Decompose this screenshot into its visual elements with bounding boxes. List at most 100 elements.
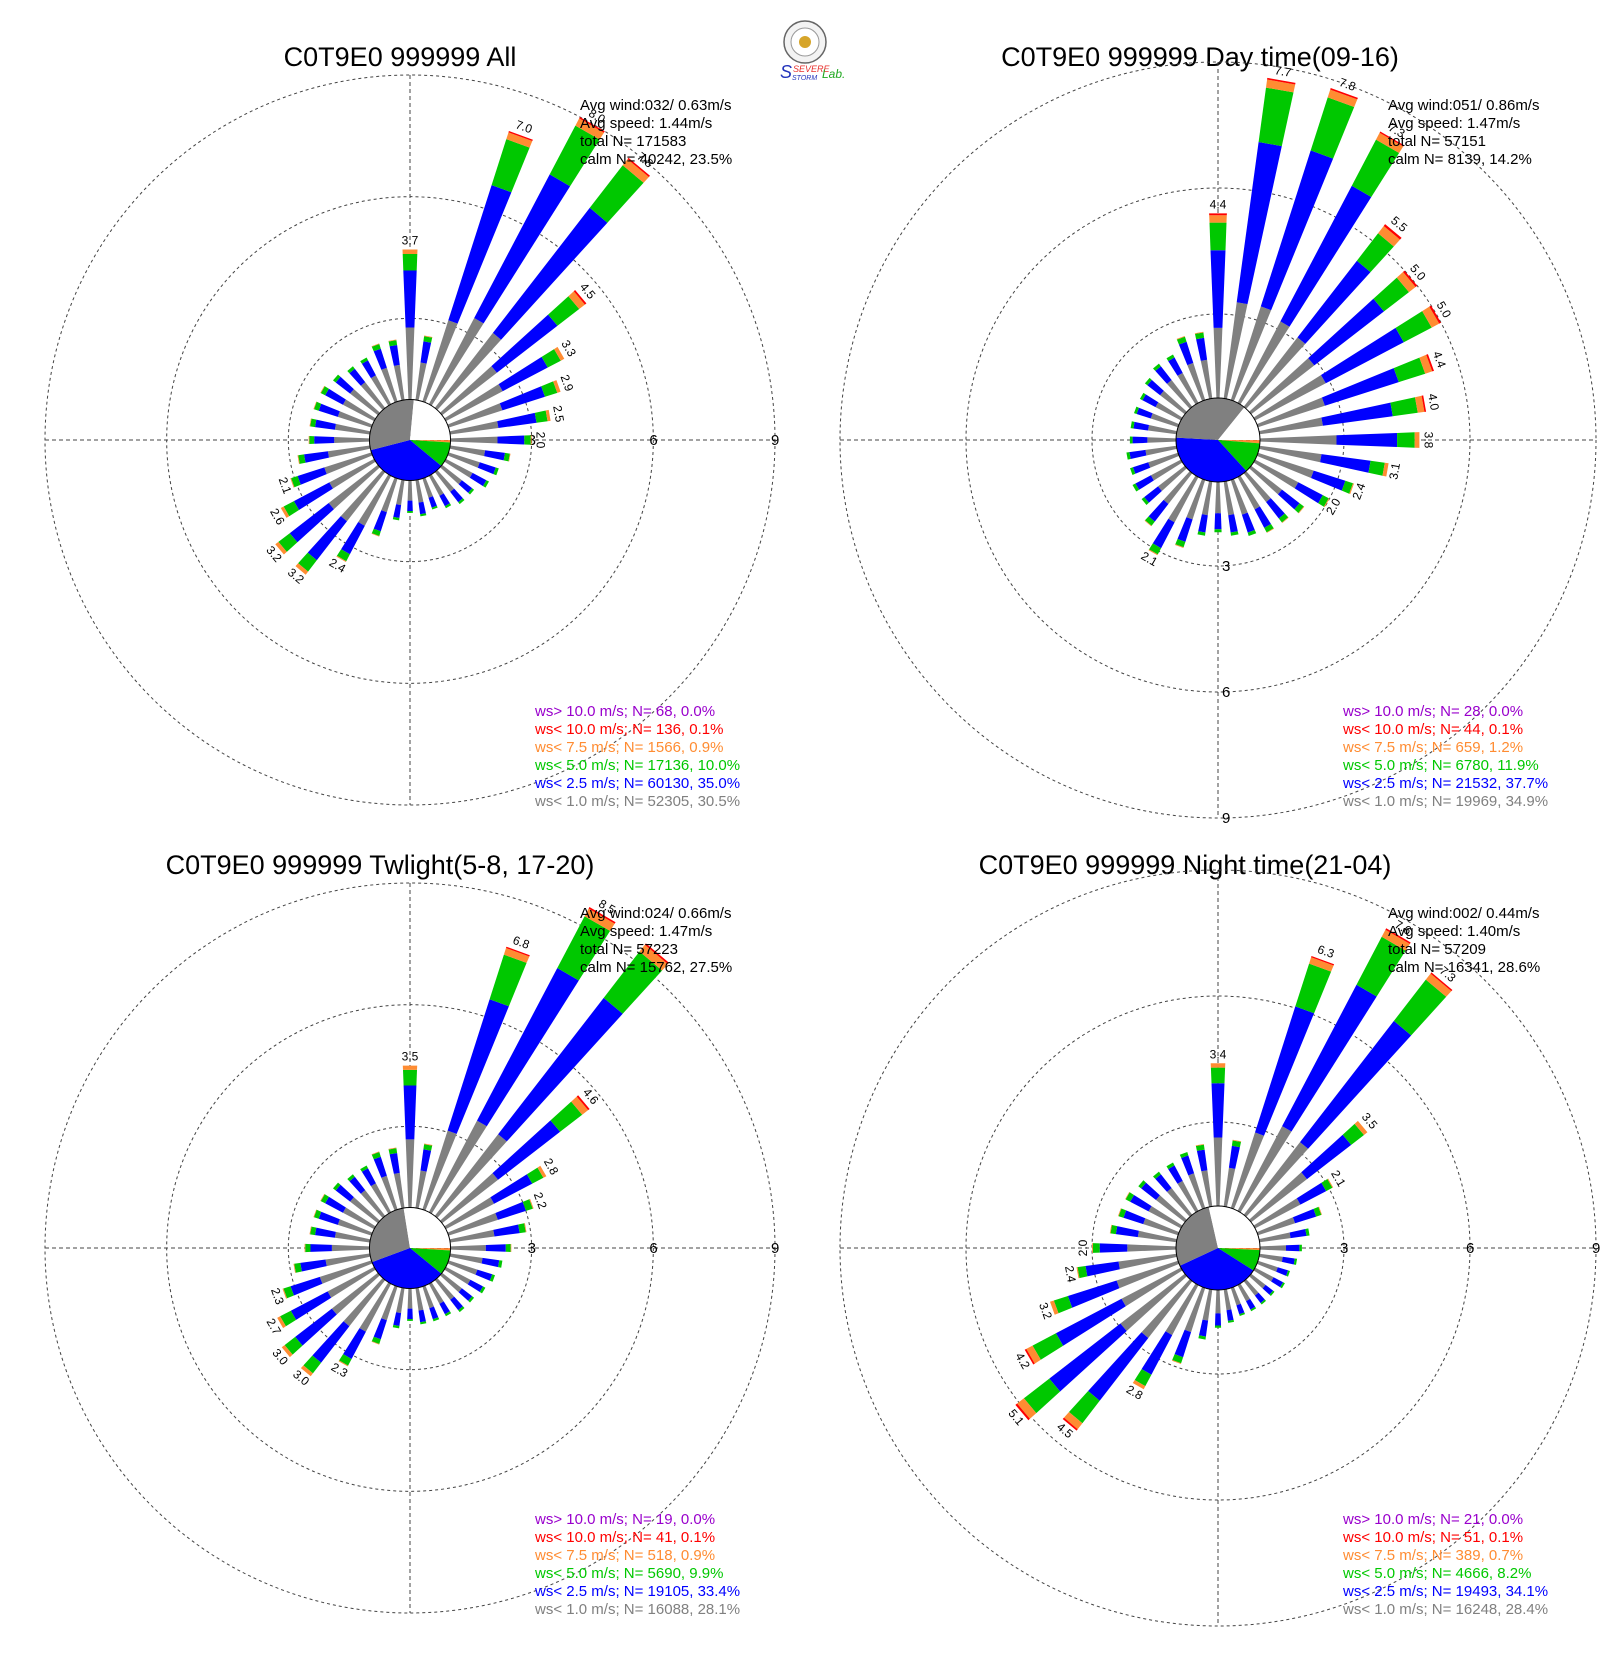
bar-value-label: 2.3 <box>268 1286 287 1307</box>
stat-total: total N= 171583 <box>580 133 686 150</box>
stat-calm: calm N= 16341, 28.6% <box>1388 959 1540 976</box>
bar-segment-lt5 <box>1299 1244 1302 1252</box>
bar-segment-lt7_5 <box>510 1244 512 1252</box>
bar-segment-lt1 <box>331 1244 370 1252</box>
direction-bar <box>1223 481 1239 536</box>
direction-bar: 2.7 <box>264 1266 376 1338</box>
bar-segment-lt5 <box>1230 531 1239 536</box>
bar-segment-lt5 <box>1239 1312 1245 1316</box>
bar-segment-lt5 <box>371 1152 381 1160</box>
bar-segment-lt7_5 <box>524 1223 527 1233</box>
bar-segment-lt1 <box>334 1231 371 1243</box>
bar-segment-lt1 <box>405 1139 415 1208</box>
bar-segment-lt7_5 <box>336 555 347 562</box>
direction-bar <box>392 1287 405 1329</box>
bar-segment-lt1 <box>407 480 413 501</box>
logo-text-lab: Lab. <box>822 67 845 81</box>
bar-segment-lt7_5 <box>371 1151 380 1155</box>
bar-segment-lt1 <box>337 1219 373 1236</box>
bar-segment-lt2_5 <box>389 345 400 366</box>
direction-bar <box>1130 421 1177 435</box>
panel-title: C0T9E0 999999 Day time(09-16) <box>1001 42 1399 72</box>
bar-segment-lt1 <box>449 421 499 435</box>
bar-segment-lt5 <box>1278 513 1289 523</box>
bar-segment-lt5 <box>1023 1378 1061 1414</box>
direction-bar <box>1175 478 1206 548</box>
bar-segment-lt2_5 <box>312 1321 350 1363</box>
pie-slice-lt7_5 <box>410 440 451 443</box>
bar-segment-lt5 <box>1175 539 1186 548</box>
bar-segment-lt5 <box>541 381 558 397</box>
direction-bar <box>1237 475 1274 533</box>
bar-segment-lt1 <box>1137 1230 1177 1243</box>
bar-segment-lt1 <box>447 1213 498 1236</box>
bar-segment-lt2_5 <box>1260 150 1334 311</box>
direction-bar <box>1118 1208 1180 1236</box>
bar-segment-lt5 <box>407 511 413 513</box>
bar-value-label: 6.8 <box>511 933 532 952</box>
pie-slice-lt2_5 <box>1176 437 1247 483</box>
bar-segment-lt2_5 <box>1292 1208 1317 1224</box>
bar-segment-lt7_5 <box>280 506 290 518</box>
direction-bar <box>447 1260 495 1282</box>
bar-segment-lt1 <box>1116 1260 1180 1289</box>
bar-segment-lt5 <box>1286 1270 1290 1277</box>
bar-segment-lt5 <box>1231 1140 1241 1148</box>
bar-segment-lt2_5 <box>341 522 365 555</box>
bar-segment-lt7_5 <box>388 1147 397 1150</box>
panel-title: C0T9E0 999999 All <box>284 42 517 72</box>
bar-segment-lt5 <box>1264 524 1274 533</box>
pie-slice-lt5 <box>410 440 451 466</box>
direction-bar <box>1243 471 1289 523</box>
legend-entry: ws> 10.0 m/s; N= 21, 0.0% <box>1342 1511 1523 1528</box>
bar-segment-lt7_5 <box>1382 462 1389 477</box>
bar-segment-lt5 <box>1125 1192 1134 1202</box>
bar-segment-lt2_5 <box>349 368 366 386</box>
direction-bar: 2.3 <box>268 1260 373 1307</box>
bar-segment-lt2_5 <box>403 1085 417 1140</box>
bar-segment-lt2_5 <box>490 1174 533 1204</box>
bar-value-label: 3.7 <box>402 234 419 248</box>
bar-segment-lt2_5 <box>1282 984 1377 1132</box>
bar-segment-lt2_5 <box>498 997 623 1142</box>
bar-segment-lt7_5 <box>1064 1412 1083 1430</box>
bar-segment-lt1 <box>415 479 424 503</box>
bar-segment-lt7_5 <box>1376 132 1404 153</box>
bar-segment-lt5 <box>347 366 355 374</box>
bar-segment-lt2_5 <box>295 1308 337 1346</box>
bar-segment-lt5 <box>1393 979 1447 1036</box>
bar-segment-lt5 <box>1166 1162 1175 1170</box>
bar-segment-lt10 <box>588 907 616 924</box>
direction-bar: 7.7 <box>1223 63 1296 399</box>
bar-segment-lt5 <box>526 1167 544 1184</box>
bar-segment-lt5 <box>360 1165 368 1172</box>
bar-segment-lt7_5 <box>281 1345 293 1358</box>
direction-bar <box>1256 1206 1322 1236</box>
bar-segment-lt1 <box>1223 1289 1232 1311</box>
bar-segment-lt7_5 <box>371 533 380 537</box>
bar-segment-lt5 <box>1373 277 1409 312</box>
bar-segment-lt1 <box>1256 452 1314 478</box>
bar-value-label: 4.4 <box>1430 349 1449 370</box>
pie-slice-calm <box>1218 407 1260 440</box>
bar-segment-lt2_5 <box>1210 250 1226 328</box>
bar-segment-lt7_5 <box>424 335 433 338</box>
bar-segment-lt5 <box>1294 503 1304 513</box>
direction-bar <box>1249 465 1305 514</box>
direction-bar <box>1214 1290 1222 1328</box>
direction-bar <box>1125 1192 1183 1229</box>
bar-segment-lt5 <box>1149 543 1162 555</box>
direction-bar <box>434 1278 465 1313</box>
bar-segment-lt5 <box>1069 1391 1100 1424</box>
bar-segment-lt1 <box>450 436 498 444</box>
direction-bar <box>1132 459 1183 492</box>
bar-segment-lt1 <box>1127 1244 1176 1252</box>
bar-segment-lt7_5 <box>1209 215 1227 223</box>
bar-segment-lt7_5 <box>1381 929 1410 951</box>
direction-bar <box>1223 1289 1234 1323</box>
bar-segment-lt2_5 <box>418 1309 426 1323</box>
legend-entry: ws< 5.0 m/s; N= 4666, 8.2% <box>1342 1565 1531 1582</box>
bar-segment-lt1 <box>396 479 405 506</box>
bar-segment-lt2_5 <box>1055 1298 1126 1346</box>
pie-slice-lt5 <box>410 1248 451 1274</box>
